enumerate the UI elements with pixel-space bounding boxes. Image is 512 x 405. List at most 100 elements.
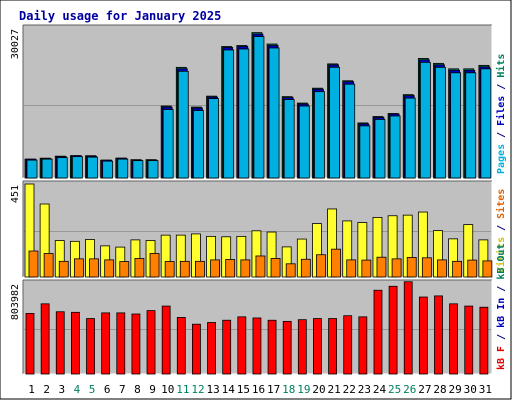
hits-legend-part: Pages [496,144,507,174]
x-tick-label-3: 3 [59,383,66,396]
bar-pages-26 [404,97,416,179]
bar-pages-27 [419,61,431,179]
bar-sites-15 [240,259,251,278]
visits-legend-part: Visits [495,237,507,273]
x-tick-label-14: 14 [222,383,236,396]
x-tick-label-16: 16 [252,383,265,396]
bar-kbf-19 [297,319,307,375]
bar-kbf-10 [161,305,171,375]
bar-pages-23 [359,125,371,179]
bar-sites-2 [43,253,54,278]
x-tick-label-30: 30 [464,383,477,396]
hits-legend-part: / [496,126,507,144]
bar-sites-12 [195,260,205,278]
bar-kbf-21 [328,318,337,375]
bar-pages-13 [208,98,219,179]
kbytes-legend-part: kB F [496,346,507,370]
bar-sites-28 [437,259,447,278]
hits-y-max-label: 30027 [10,29,21,59]
bar-sites-26 [406,257,417,278]
bar-sites-3 [58,260,69,278]
bar-sites-5 [89,258,99,278]
bar-kbf-18 [282,320,292,375]
bar-pages-14 [223,49,235,179]
bar-pages-28 [435,66,446,179]
bar-pages-9 [147,160,159,179]
bar-kbf-7 [116,312,126,375]
kbytes-legend-part: kB In [496,298,507,328]
kbytes-legend-part: / [496,280,507,298]
bar-kbf-15 [237,316,247,375]
bar-kbf-31 [479,306,489,375]
bar-sites-13 [210,259,220,278]
bar-pages-10 [162,109,174,179]
x-tick-label-13: 13 [206,383,219,396]
visits-legend-part: / [496,219,507,237]
bar-sites-30 [467,259,478,278]
bar-pages-4 [71,156,83,179]
bar-pages-11 [177,70,189,179]
visits-legend: Visits / Sites [495,189,507,273]
x-tick-label-7: 7 [119,383,126,396]
bar-pages-31 [480,68,492,179]
x-tick-label-29: 29 [449,383,462,396]
bar-sites-7 [119,261,130,278]
bar-pages-25 [389,115,401,179]
bar-kbf-22 [343,315,353,375]
bar-sites-11 [179,260,190,278]
chart-title: Daily usage for January 2025 [19,9,221,23]
bar-kbf-6 [101,312,111,375]
bar-kbf-27 [418,296,428,375]
x-tick-label-9: 9 [149,383,156,396]
bar-sites-8 [134,258,145,278]
bar-kbf-14 [222,319,232,375]
x-tick-label-27: 27 [418,383,431,396]
x-tick-label-26: 26 [403,383,416,396]
bar-pages-22 [344,83,356,179]
x-tick-label-12: 12 [191,383,204,396]
x-tick-label-5: 5 [89,383,96,396]
bar-kbf-5 [86,318,95,375]
bar-pages-21 [329,66,340,179]
bar-sites-19 [300,258,311,278]
bar-kbf-3 [55,311,65,375]
bar-sites-20 [316,254,326,278]
bar-pages-5 [87,156,98,179]
bar-sites-6 [104,259,115,278]
bar-kbf-9 [146,310,156,375]
bar-pages-2 [41,158,53,179]
kbytes-legend: kB F / kB In / kB Out [496,244,507,370]
bar-kbf-8 [131,313,141,375]
chart-panels: 30027 Pages / Files / Hits 451 Visits / Sit… [10,24,507,375]
x-tick-label-17: 17 [267,383,280,396]
hits-legend: Pages / Files / Hits [495,54,507,174]
bar-pages-8 [132,160,144,179]
bar-kbf-13 [207,322,216,375]
bar-kbf-4 [70,311,80,375]
visits-y-max-label: 451 [10,185,21,203]
kbytes-y-max-label: 803982 [10,284,21,320]
bar-pages-29 [450,72,462,179]
bar-kbf-16 [252,317,262,375]
hits-panel: 30027 Pages / Files / Hits [10,24,507,179]
x-axis: 1 2 3 4 5 6 7 8 9 10 11 12 13 14 15 16 17 18 19 20 21 22 23 24 2… [28,383,492,396]
hits-legend-part: Files [495,96,507,126]
bar-kbf-11 [176,317,186,375]
x-tick-label-8: 8 [134,383,141,396]
bar-sites-14 [225,259,236,278]
bar-pages-20 [314,91,325,179]
bar-sites-22 [346,259,357,278]
x-tick-label-25: 25 [388,383,401,396]
visits-legend-part: Sites [495,189,507,219]
bar-kbf-20 [313,318,322,375]
x-tick-label-31: 31 [479,383,492,396]
x-tick-label-24: 24 [373,383,387,396]
bar-sites-10 [164,261,175,278]
bar-pages-19 [298,105,310,179]
x-tick-label-1: 1 [28,383,35,396]
bar-sites-18 [285,263,296,278]
bar-pages-6 [102,160,114,179]
bar-kbf-23 [358,316,368,375]
x-tick-label-20: 20 [312,383,325,396]
